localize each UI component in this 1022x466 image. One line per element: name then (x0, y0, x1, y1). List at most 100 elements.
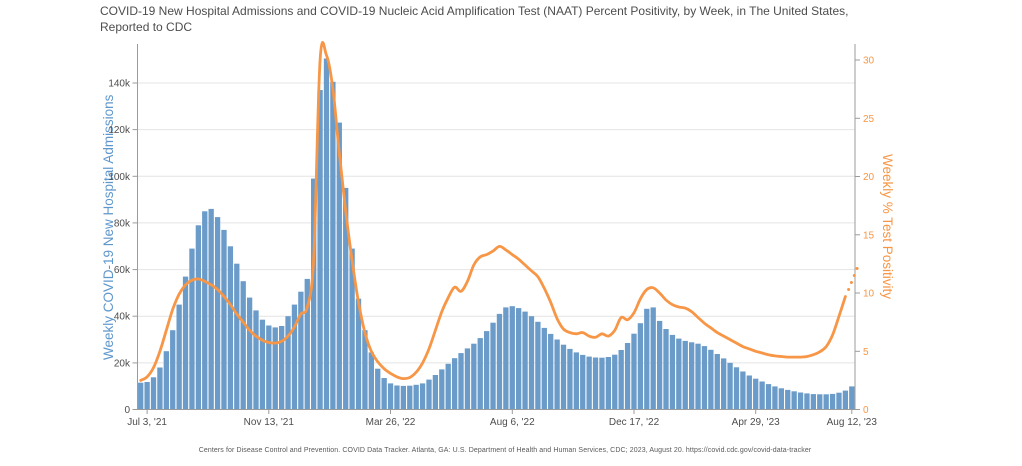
admissions-bar[interactable] (278, 326, 285, 410)
admissions-bar[interactable] (573, 352, 579, 410)
admissions-bar[interactable] (246, 297, 253, 410)
admissions-bar[interactable] (291, 304, 298, 410)
admissions-bar[interactable] (708, 349, 714, 410)
admissions-bar[interactable] (349, 248, 355, 410)
admissions-bar[interactable] (669, 334, 676, 410)
admissions-bar[interactable] (592, 357, 599, 410)
admissions-bar[interactable] (612, 354, 618, 410)
admissions-bar[interactable] (234, 263, 240, 410)
admissions-bar[interactable] (631, 333, 637, 410)
admissions-bar[interactable] (733, 367, 740, 410)
admissions-bar[interactable] (721, 358, 727, 410)
admissions-bar[interactable] (432, 375, 439, 410)
admissions-bar[interactable] (791, 391, 797, 410)
admissions-bar[interactable] (829, 393, 836, 410)
admissions-bar[interactable] (663, 329, 669, 410)
admissions-bar[interactable] (817, 394, 823, 410)
admissions-bar[interactable] (157, 367, 163, 410)
admissions-bar[interactable] (804, 393, 810, 410)
admissions-bar[interactable] (419, 383, 426, 410)
admissions-bar[interactable] (650, 307, 656, 410)
admissions-bar[interactable] (214, 217, 221, 410)
admissions-bar[interactable] (259, 319, 266, 410)
admissions-bar[interactable] (285, 316, 291, 410)
admissions-bar[interactable] (797, 392, 804, 410)
admissions-bar[interactable] (727, 362, 733, 410)
admissions-bar[interactable] (509, 306, 515, 410)
admissions-bar[interactable] (836, 392, 842, 410)
admissions-bar[interactable] (426, 379, 432, 410)
admissions-bar[interactable] (785, 389, 791, 410)
admissions-bar[interactable] (548, 333, 554, 410)
admissions-bar[interactable] (202, 211, 208, 410)
admissions-bar[interactable] (688, 342, 695, 410)
admissions-bar[interactable] (535, 321, 541, 410)
admissions-bar[interactable] (413, 384, 419, 410)
admissions-bar[interactable] (253, 310, 259, 410)
admissions-bar[interactable] (676, 338, 682, 410)
positivity-projection-dot[interactable] (847, 288, 851, 291)
admissions-bar[interactable] (323, 58, 330, 410)
admissions-bar[interactable] (599, 357, 605, 410)
admissions-bar[interactable] (849, 386, 855, 410)
positivity-projection-dot[interactable] (855, 267, 859, 270)
admissions-bar[interactable] (375, 368, 381, 410)
admissions-bar[interactable] (195, 225, 202, 410)
admissions-bar[interactable] (330, 81, 336, 410)
admissions-bar[interactable] (714, 354, 720, 410)
positivity-line[interactable] (139, 40, 847, 382)
admissions-bar[interactable] (311, 178, 317, 410)
admissions-bar[interactable] (458, 353, 464, 410)
admissions-bar[interactable] (528, 316, 535, 410)
admissions-bar[interactable] (355, 298, 362, 410)
admissions-bar[interactable] (516, 308, 522, 410)
admissions-bar[interactable] (823, 394, 829, 410)
admissions-bar[interactable] (343, 187, 349, 410)
admissions-bar[interactable] (163, 351, 169, 410)
admissions-bar[interactable] (740, 371, 746, 410)
admissions-bar[interactable] (477, 338, 483, 410)
admissions-bar[interactable] (304, 278, 310, 410)
admissions-bar[interactable] (227, 246, 234, 410)
admissions-bar[interactable] (407, 385, 413, 410)
admissions-bar[interactable] (560, 344, 567, 410)
admissions-bar[interactable] (471, 343, 477, 410)
admissions-bar[interactable] (644, 308, 650, 410)
admissions-bar[interactable] (221, 229, 227, 410)
admissions-bar[interactable] (682, 340, 688, 410)
admissions-bar[interactable] (618, 350, 624, 410)
admissions-bar[interactable] (144, 382, 150, 410)
admissions-bar[interactable] (368, 352, 374, 410)
admissions-bar[interactable] (637, 323, 644, 410)
admissions-bar[interactable] (336, 122, 342, 410)
admissions-bar[interactable] (445, 363, 451, 410)
admissions-bar[interactable] (298, 291, 304, 410)
admissions-bar[interactable] (605, 357, 612, 410)
admissions-bar[interactable] (362, 330, 368, 410)
admissions-bar[interactable] (394, 385, 400, 410)
admissions-bar[interactable] (272, 327, 278, 410)
admissions-bar[interactable] (624, 343, 631, 410)
admissions-bar[interactable] (695, 343, 701, 410)
admissions-bar[interactable] (701, 346, 708, 410)
admissions-bar[interactable] (746, 375, 752, 410)
admissions-bar[interactable] (759, 381, 765, 410)
admissions-bar[interactable] (208, 208, 214, 410)
admissions-bar[interactable] (483, 331, 490, 410)
admissions-bar[interactable] (266, 325, 272, 410)
admissions-bar[interactable] (138, 382, 144, 410)
admissions-bar[interactable] (778, 388, 784, 410)
admissions-bar[interactable] (522, 311, 528, 410)
admissions-bar[interactable] (490, 322, 496, 410)
admissions-bar[interactable] (753, 378, 759, 410)
positivity-projection-dot[interactable] (849, 281, 853, 284)
admissions-bar[interactable] (400, 385, 407, 410)
admissions-bar[interactable] (150, 377, 157, 410)
admissions-bar[interactable] (464, 348, 471, 410)
admissions-bar[interactable] (580, 354, 586, 410)
admissions-bar[interactable] (772, 386, 778, 410)
admissions-bar[interactable] (765, 384, 772, 410)
admissions-bar[interactable] (567, 348, 573, 410)
admissions-bar[interactable] (189, 248, 195, 410)
admissions-bar[interactable] (656, 320, 663, 410)
